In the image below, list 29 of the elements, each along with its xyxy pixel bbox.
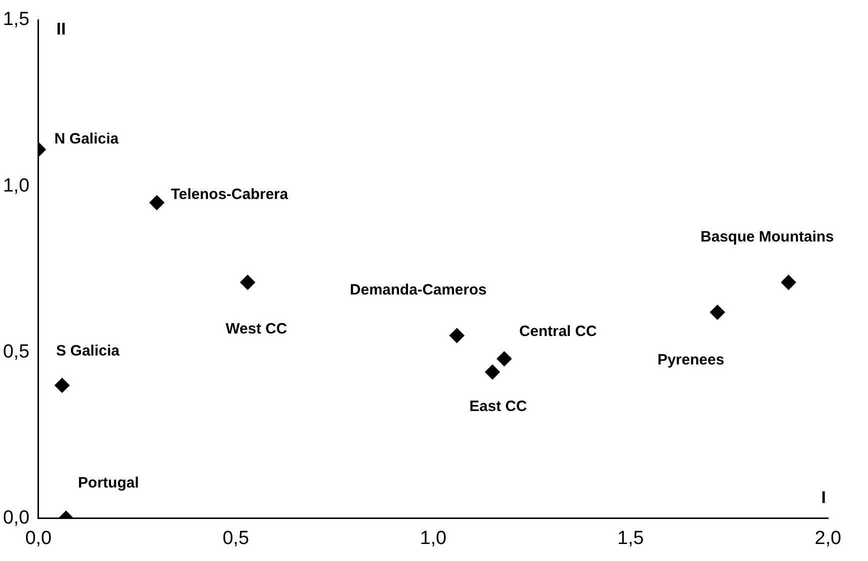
annotation: Demanda-Cameros: [350, 282, 487, 299]
annotation: East CC: [469, 398, 528, 416]
annotation: Portugal: [78, 474, 139, 492]
y-tick-label: 0,0: [2, 507, 30, 528]
point: [54, 378, 70, 393]
annotation: Central CC: [519, 322, 597, 340]
point: [484, 364, 500, 380]
y-tick-label: 1,5: [2, 9, 30, 30]
x-tick-label: 2,0: [814, 528, 842, 549]
x-tick-label: 1,0: [420, 528, 446, 549]
annotation: N Galicia: [54, 130, 120, 148]
x-axis-title: I: [821, 488, 826, 507]
y-tick-label: 1,0: [2, 175, 30, 196]
point: [781, 274, 796, 290]
x-tick-label: 0,0: [25, 528, 52, 549]
point: [240, 274, 256, 290]
x-tick-label: 1,5: [617, 528, 644, 549]
y-axis-title: II: [56, 20, 66, 39]
point: [496, 351, 512, 366]
annotation: West CC: [226, 320, 288, 338]
x-tick-label: 0,5: [222, 528, 250, 549]
point: [149, 195, 164, 210]
point: [710, 304, 725, 320]
y-tick-label: 0,5: [2, 341, 30, 362]
annotation: Telenos-Cabrera: [170, 186, 289, 203]
annotation: S Galicia: [56, 342, 120, 360]
point: [449, 328, 464, 344]
annotation: Pyrenees: [657, 351, 724, 368]
annotation: Basque Mountains: [700, 228, 834, 246]
